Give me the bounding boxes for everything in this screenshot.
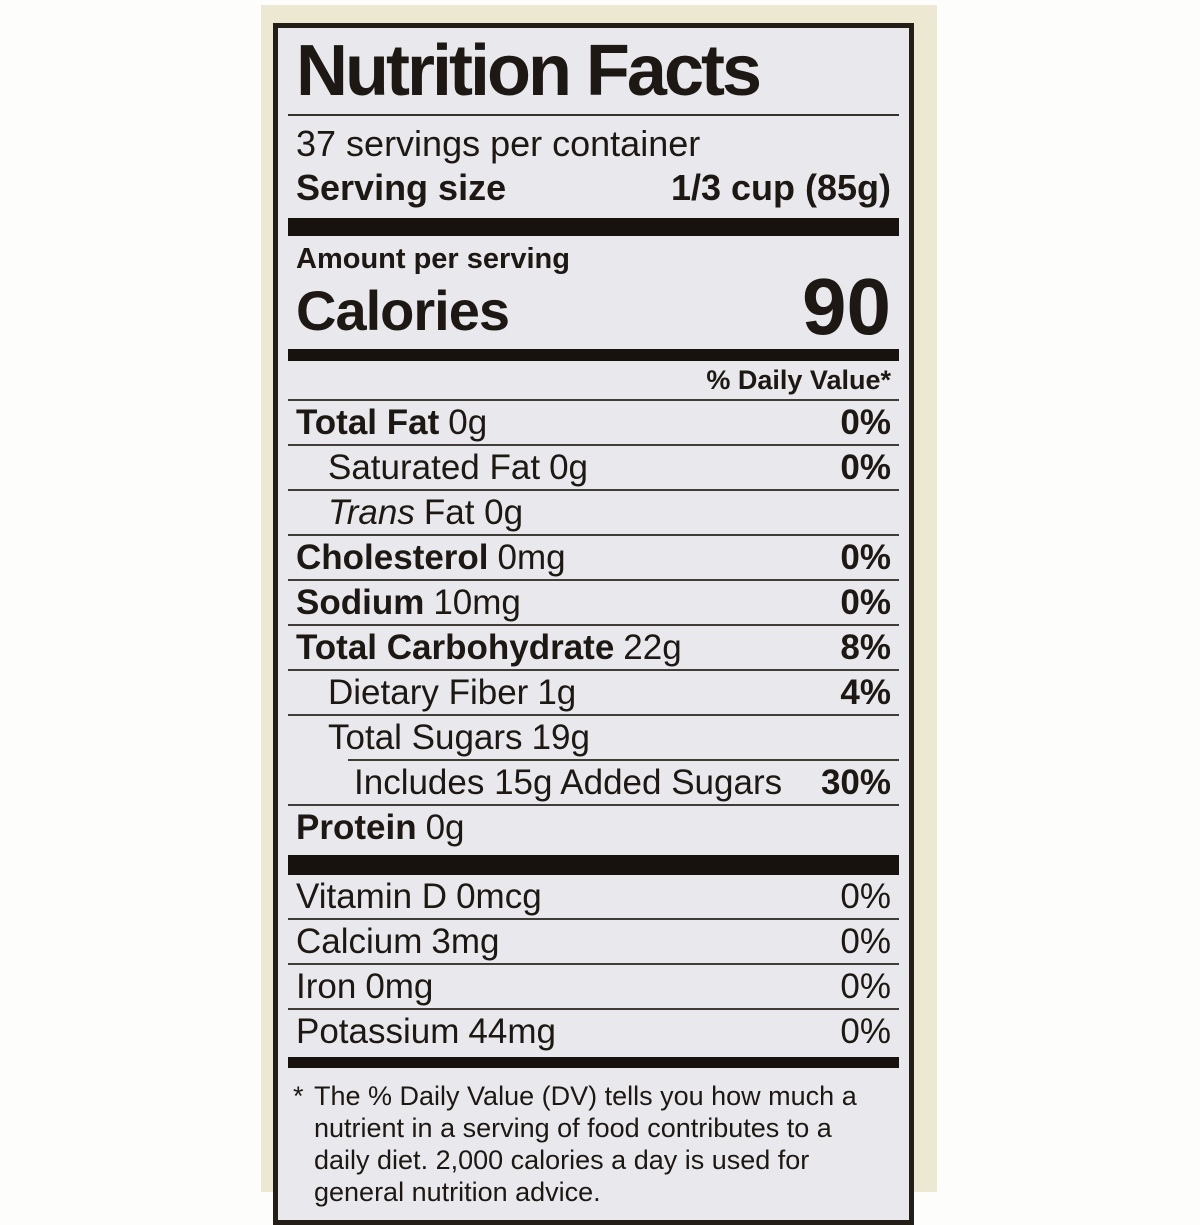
label-title: Nutrition Facts — [296, 31, 762, 111]
nutrient-name: Total Sugars — [328, 718, 523, 757]
serving-size-row: Serving size 1/3 cup (85g) — [288, 165, 899, 210]
nutrient-row-total-fat: Total Fat 0g 0% — [288, 401, 899, 444]
row-divider — [288, 804, 899, 806]
row-divider — [288, 963, 899, 965]
vitamin-name: Vitamin D — [296, 877, 448, 916]
row-divider — [288, 534, 899, 536]
title-divider — [288, 114, 899, 116]
vitamin-amount: 44mg — [468, 1012, 556, 1051]
nutrient-row-cholesterol: Cholesterol 0mg 0% — [288, 536, 899, 579]
vitamin-amount: 0mg — [365, 967, 434, 1006]
nutrient-amount: 0g — [549, 448, 589, 487]
row-divider — [288, 918, 899, 920]
vitamin-dv: 0% — [840, 967, 891, 1006]
nutrient-name: Protein — [296, 808, 417, 847]
vitamin-row-calcium: Calcium 3mg 0% — [288, 920, 899, 963]
vitamin-row-iron: Iron 0mg 0% — [288, 965, 899, 1008]
row-divider-indented — [348, 759, 899, 761]
serving-size-value: 1/3 cup (85g) — [670, 167, 891, 208]
vitamin-row-potassium: Potassium 44mg 0% — [288, 1010, 899, 1053]
vitamin-amount: 0mcg — [456, 877, 542, 916]
nutrient-name: Trans — [328, 493, 415, 532]
daily-value-footnote: * The % Daily Value (DV) tells you how m… — [288, 1080, 899, 1210]
nutrient-amount: 19g — [531, 718, 590, 757]
section-bar-footnote — [288, 1057, 899, 1068]
nutrient-name: Total Carbohydrate — [296, 628, 615, 667]
nutrient-dv: 4% — [840, 673, 891, 712]
calories-row: Calories 90 — [288, 262, 899, 351]
vitamin-name: Calcium — [296, 922, 423, 961]
row-divider — [288, 579, 899, 581]
nutrient-row-trans-fat: Trans Fat 0g — [288, 491, 899, 534]
row-divider — [288, 669, 899, 671]
nutrient-name: Total Fat — [296, 403, 440, 442]
vitamin-name: Potassium — [296, 1012, 460, 1051]
row-divider — [288, 714, 899, 716]
daily-value-header: % Daily Value* — [706, 365, 891, 395]
section-bar-thick — [288, 855, 899, 875]
row-divider — [288, 399, 899, 401]
amount-per-serving-label: Amount per serving — [296, 243, 570, 275]
nutrient-name: Cholesterol — [296, 538, 489, 577]
row-divider — [288, 489, 899, 491]
serving-size-label: Serving size — [296, 167, 507, 208]
row-divider — [288, 1008, 899, 1010]
vitamin-dv: 0% — [840, 877, 891, 916]
calories-value: 90 — [802, 262, 891, 351]
nutrient-amount: 0g — [448, 403, 488, 442]
nutrient-dv: 0% — [840, 448, 891, 487]
section-bar-medium — [288, 349, 899, 361]
nutrient-name: Dietary Fiber — [328, 673, 529, 712]
calories-label: Calories — [296, 279, 510, 342]
vitamin-dv: 0% — [840, 1012, 891, 1051]
nutrient-dv: 8% — [840, 628, 891, 667]
nutrient-row-total-sugars: Total Sugars 19g — [288, 716, 899, 759]
nutrient-amount: 0mg — [497, 538, 566, 577]
nutrient-amount: 10mg — [433, 583, 521, 622]
nutrient-row-protein: Protein 0g — [288, 806, 899, 849]
vitamin-row-vitamin-d: Vitamin D 0mcg 0% — [288, 875, 899, 918]
section-bar-thick — [288, 218, 899, 236]
nutrient-amount: 22g — [623, 628, 682, 667]
nutrient-dv: 0% — [840, 583, 891, 622]
footnote-asterisk: * — [293, 1081, 304, 1111]
nutrient-dv: 0% — [840, 538, 891, 577]
servings-per-container: 37 servings per container — [296, 123, 701, 164]
nutrient-dv: 0% — [840, 403, 891, 442]
nutrient-name: Includes 15g Added Sugars — [354, 763, 783, 802]
nutrient-name: Sodium — [296, 583, 425, 622]
nutrient-row-sodium: Sodium 10mg 0% — [288, 581, 899, 624]
nutrient-row-saturated-fat: Saturated Fat 0g 0% — [288, 446, 899, 489]
row-divider — [288, 444, 899, 446]
nutrient-row-total-carbohydrate: Total Carbohydrate 22g 8% — [288, 626, 899, 669]
vitamin-dv: 0% — [840, 922, 891, 961]
footnote-text: The % Daily Value (DV) tells you how muc… — [314, 1081, 857, 1207]
row-divider — [288, 624, 899, 626]
nutrient-name: Saturated Fat — [328, 448, 541, 487]
nutrient-amount: 1g — [537, 673, 577, 712]
vitamin-name: Iron — [296, 967, 357, 1006]
nutrition-facts-label: Nutrition Facts 37 servings per containe… — [273, 23, 914, 1225]
nutrient-amount: Fat 0g — [423, 493, 524, 532]
nutrient-amount: 0g — [425, 808, 465, 847]
vitamin-amount: 3mg — [431, 922, 500, 961]
nutrient-row-dietary-fiber: Dietary Fiber 1g 4% — [288, 671, 899, 714]
nutrient-dv: 30% — [820, 763, 891, 802]
nutrient-row-added-sugars: Includes 15g Added Sugars 30% — [288, 761, 899, 804]
